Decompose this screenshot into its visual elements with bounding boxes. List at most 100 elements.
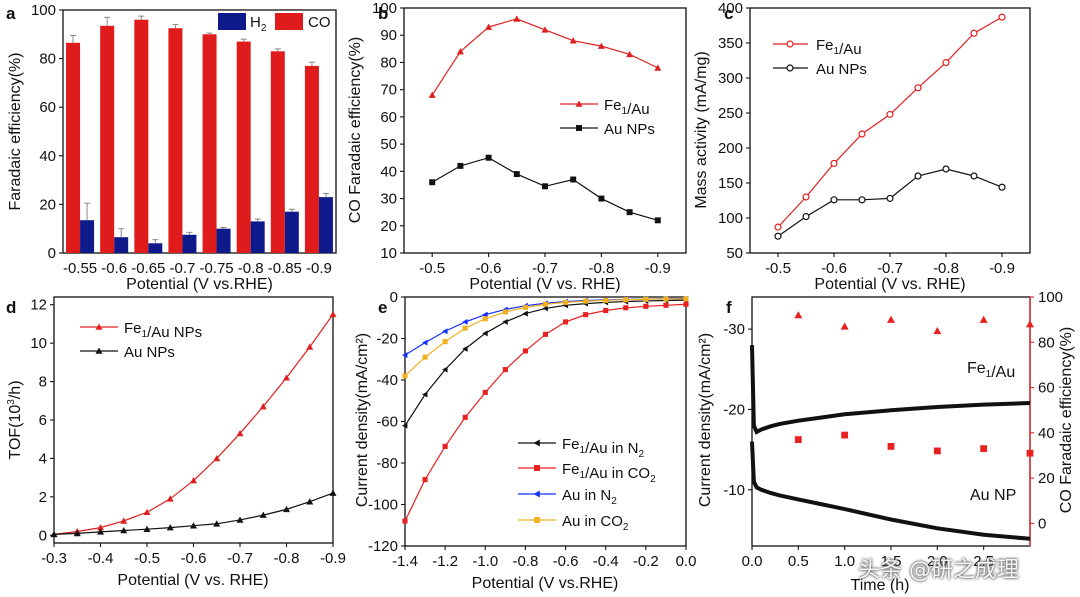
panel-b-label: b [378, 4, 388, 23]
panel-f-y2label: CO Faradaic efficiency(%) [1058, 327, 1075, 513]
panel-e-series-1-point-11 [623, 305, 629, 311]
panel-c-ytick-3-label: 200 [718, 140, 743, 157]
panel-c-legend-marker-0 [786, 40, 794, 48]
panel-b-series-0-point-1 [456, 48, 464, 55]
panel-a-frame [62, 9, 337, 254]
panel-c-ytick-0-label: 50 [726, 245, 743, 262]
panel-e-ytick-3-label: -60 [376, 414, 398, 431]
panel-a-bar-h2-1 [114, 237, 129, 253]
panel-b-xtick-4-label: -0.9 [645, 260, 671, 277]
panel-e-series-3-point-6 [522, 304, 528, 310]
panel-b-ylabel: CO Faradaic efficiency(%) [347, 37, 364, 223]
panel-a-ytick-4-label: 80 [39, 51, 56, 68]
panel-c-xtick-0-label: -0.5 [765, 260, 791, 277]
panel-c-series-0-point-3 [858, 130, 866, 138]
panel-e-series-3-line [404, 298, 687, 377]
panel-e-series-1-point-9 [583, 312, 589, 318]
panel-f-annotation-0: Fe1/Au [967, 360, 1015, 381]
panel-f-series-2-point-5 [1026, 320, 1034, 328]
panel-f-series-2-point-4 [979, 315, 988, 323]
panel-d-series-0-point-9 [259, 403, 267, 410]
panel-e-legend-label-3: Au in CO2 [562, 513, 629, 533]
panel-a-legend-swatch-co [275, 13, 303, 30]
panel-d-series-1-point-3 [120, 527, 128, 534]
panel-e-legend-marker-3 [534, 517, 540, 523]
panel-b-series-1-point-7 [626, 209, 633, 216]
panel-d-xtick-6-label: -0.9 [320, 550, 346, 567]
panel-a-bar-co-7 [304, 65, 319, 253]
panel-b-series-1-point-5 [570, 176, 577, 183]
panel-f-series-2-point-2 [887, 315, 895, 323]
panel-c-legend-marker-1 [786, 64, 794, 72]
panel-d-series-0-point-8 [236, 429, 244, 437]
panel-e-series-3-point-0 [402, 373, 408, 379]
panel-f-ytick-0-label: -30 [723, 321, 745, 338]
panel-d-series-0-point-5 [166, 495, 174, 502]
panel-d-legend-marker-0 [95, 323, 103, 330]
panel-e-series-1-point-13 [663, 302, 669, 308]
panel-b-ytick-4-label: 50 [380, 136, 397, 153]
panel-f-xtick-1-label: 0.5 [788, 553, 809, 570]
panel-a-ytick-2-label: 40 [39, 148, 56, 165]
panel-e-ytick-0-label: 0 [390, 289, 398, 306]
panel-f-series-1-line [750, 441, 1031, 541]
panel-e-legend-label-1: Fe1/Au in CO2 [562, 461, 656, 485]
panel-c-series-0-point-8 [998, 13, 1006, 21]
panel-b-ytick-0-label: 10 [380, 245, 397, 262]
panel-c-series-0-point-2 [830, 159, 838, 167]
panel-b-ytick-1-label: 20 [380, 218, 397, 235]
panel-d-series-1-point-6 [190, 522, 197, 529]
panel-d-series-1-point-12 [329, 489, 337, 496]
panel-c-series-0-point-1 [802, 193, 810, 201]
panel-a-legend-label-co: CO [308, 14, 331, 31]
panel-a-bar-h2-7 [318, 197, 333, 253]
panel-b-legend-label-0: Fe1/Au [604, 97, 650, 118]
panel-d-series-1-point-5 [166, 524, 174, 531]
panel-a-xtick-1-label: -0.6 [101, 260, 127, 277]
panel-e-series-1-point-14 [683, 301, 689, 307]
panel-b-xtick-3-label: -0.8 [588, 260, 614, 277]
panel-f-y2tick-1-label: 20 [1038, 470, 1055, 487]
panel-b-ytick-6-label: 70 [380, 82, 397, 99]
panel-d-series-0-point-10 [283, 374, 290, 381]
panel-b-series-0-point-6 [597, 42, 605, 49]
panel-a-bar-co-3 [168, 28, 183, 253]
panel-d-series-1-point-11 [306, 498, 314, 505]
panel-d-label: d [6, 298, 16, 317]
panel-c-xtick-4-label: -0.9 [989, 260, 1015, 277]
panel-e-series-1-point-3 [462, 414, 468, 420]
panel-b-series-1-point-6 [598, 195, 605, 202]
panel-c-series-1-point-6 [942, 165, 950, 173]
panel-e-xtick-4-label: -0.6 [553, 553, 579, 570]
panel-e-ylabel: Current density(mA/cm²) [354, 333, 371, 507]
panel-b-ytick-2-label: 30 [380, 191, 397, 208]
panel-d-series-1-point-2 [97, 528, 104, 535]
panel-c-series-1-point-2 [830, 196, 838, 204]
panel-a-bar-h2-4 [216, 228, 231, 253]
panel-f-ytick-1-label: -20 [723, 401, 745, 418]
panel-c-ytick-5-label: 300 [718, 70, 743, 87]
panel-a-ylabel: Faradaic efficiency(%) [7, 53, 24, 211]
panel-b-series-1-point-2 [485, 154, 492, 161]
panel-d-ylabel: TOF(103/h) [6, 380, 24, 459]
panel-b-xtick-1-label: -0.6 [476, 260, 502, 277]
panel-c-series-1-point-0 [774, 232, 782, 240]
panel-e-series-3-point-4 [482, 316, 488, 322]
panel-f-y2tick-3-label: 60 [1038, 380, 1055, 397]
panel-e-legend-label-2: Au in N2 [562, 487, 617, 507]
panel-f-series-3-point-5 [1026, 449, 1034, 457]
panel-e-series-1-point-10 [603, 307, 609, 314]
panel-b-xtick-2-label: -0.7 [532, 260, 558, 277]
panel-b-xlabel: Potential (V vs. RHE) [469, 276, 620, 293]
panel-e-ytick-5-label: -100 [368, 497, 398, 514]
panel-f-series-0-line [750, 345, 1031, 435]
panel-e-legend-marker-1 [534, 465, 540, 471]
panel-c-ytick-6-label: 350 [718, 35, 743, 52]
panel-e-series-3-point-11 [623, 297, 629, 303]
panel-a-xtick-7-label: -0.9 [306, 260, 332, 277]
panel-f-xtick-0-label: 0.0 [742, 553, 763, 570]
panel-a-bar-co-5 [236, 41, 251, 254]
panel-d-ytick-4-label: 8 [39, 374, 47, 391]
panel-c-ytick-4-label: 250 [718, 105, 743, 122]
panel-e-series-3-point-9 [583, 298, 589, 304]
